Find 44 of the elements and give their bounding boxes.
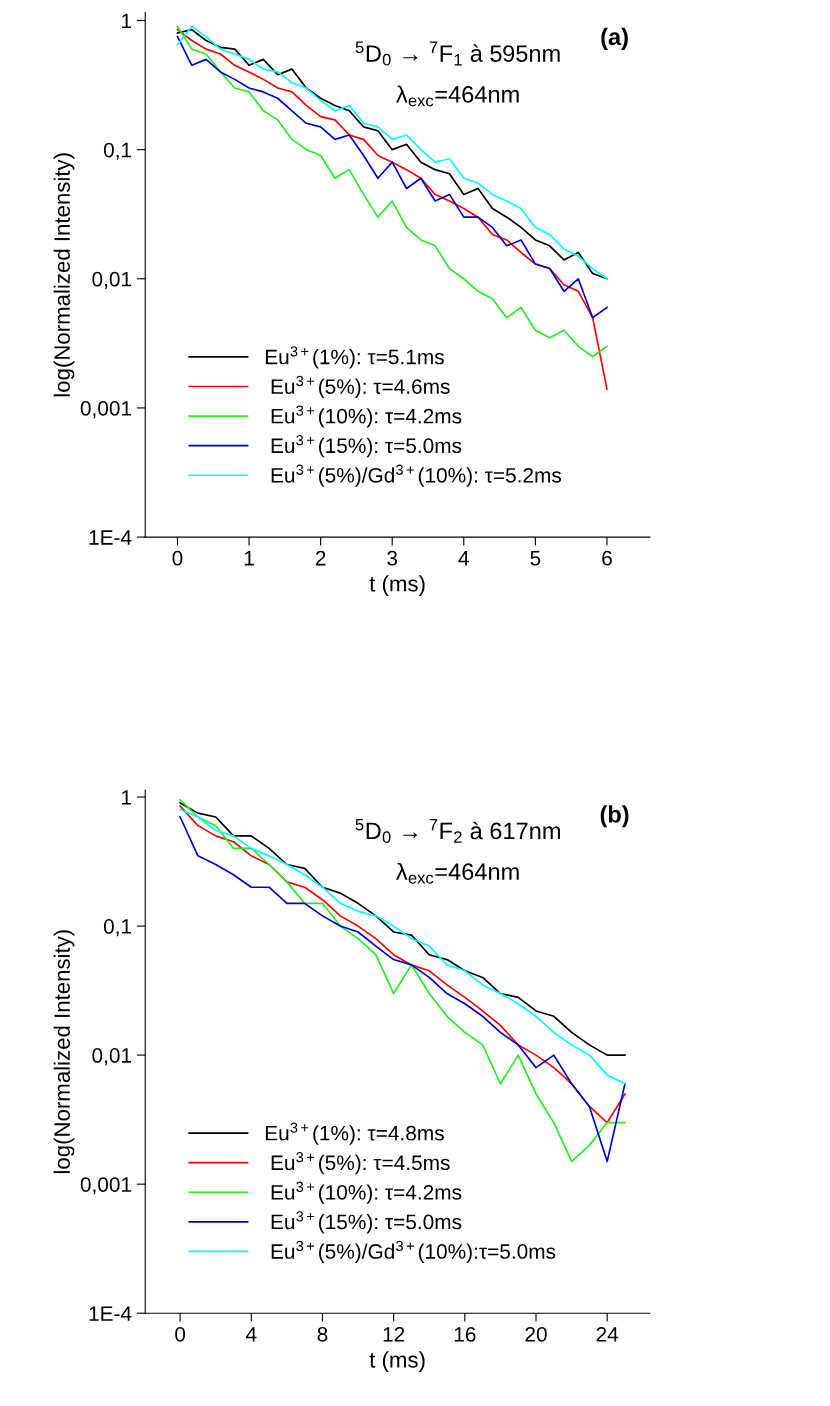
legend-label: Eu$^{3+}$(15%): τ=5.0ms <box>271 1211 462 1234</box>
x-tick-label: 6 <box>602 550 612 566</box>
x-tick-label: 12 <box>383 1326 405 1342</box>
x-tick-label: 3 <box>387 550 398 566</box>
x-tick-label: 4 <box>245 1327 257 1342</box>
y-tick-label: 1E-4 <box>89 1306 132 1321</box>
annotation: $^{5}$D$_{0}$ → $^{7}$F$_{2}$ à 617nm <box>355 818 560 843</box>
y-tick-label: 0,01 <box>92 1048 132 1066</box>
x-tick-label: 5 <box>530 551 541 566</box>
y-tick-label: 0,1 <box>103 919 132 937</box>
legend-label: Eu$^{3+}$(5%)/Gd$^{3+}$(10%): τ=5.2ms <box>271 464 562 487</box>
legend-label: Eu$^{3+}$(15%): τ=5.0ms <box>271 435 462 458</box>
x-tick-label: 16 <box>454 1326 476 1342</box>
x-tick-label: 0 <box>175 1326 186 1342</box>
y-tick-label: 0,01 <box>92 271 132 290</box>
legend-label: Eu$^{3+}$(10%): τ=4.2ms <box>271 405 462 428</box>
y-tick-label: 0,001 <box>80 1177 132 1195</box>
x-tick-label: 20 <box>525 1326 547 1342</box>
x-axis-title: t (ms) <box>369 575 425 596</box>
legend-label: Eu$^{3+}$(5%): τ=4.5ms <box>271 1152 450 1175</box>
y-tick-label: 1 <box>122 790 132 805</box>
y-axis-title: log(Normalized Intensity) <box>53 153 75 397</box>
annotation: (b) <box>600 805 629 828</box>
legend-label: Eu$^{3+}$(1%): τ=5.1ms <box>265 346 444 369</box>
x-tick-label: 0 <box>172 550 183 566</box>
x-tick-label: 24 <box>596 1326 619 1342</box>
y-tick-label: 0,001 <box>80 400 132 419</box>
legend-label: Eu$^{3+}$(1%): τ=4.8ms <box>265 1122 444 1145</box>
y-axis-title: log(Normalized Intensity) <box>53 930 75 1174</box>
annotation: (a) <box>601 27 628 50</box>
legend-label: Eu$^{3+}$(10%): τ=4.2ms <box>271 1181 462 1204</box>
annotation: $^{5}$D$_{0}$ → $^{7}$F$_{1}$ à 595nm <box>355 41 560 66</box>
x-tick-label: 1 <box>244 551 254 566</box>
x-tick-label: 2 <box>315 550 326 566</box>
legend-label: Eu$^{3+}$(5%): τ=4.6ms <box>271 375 450 399</box>
x-tick-label: 8 <box>317 1326 328 1342</box>
legend-label: Eu$^{3+}$(5%)/Gd$^{3+}$(10%):τ=5.0ms <box>271 1240 556 1263</box>
x-tick-label: 4 <box>458 551 469 566</box>
y-tick-label: 0,1 <box>103 142 132 160</box>
annotation: λ$_{exc}$=464nm <box>396 85 519 107</box>
annotation: λ$_{exc}$=464nm <box>396 862 519 884</box>
x-axis-title: t (ms) <box>369 1351 425 1373</box>
y-tick-label: 1E-4 <box>89 530 132 545</box>
y-tick-label: 1 <box>122 13 132 29</box>
